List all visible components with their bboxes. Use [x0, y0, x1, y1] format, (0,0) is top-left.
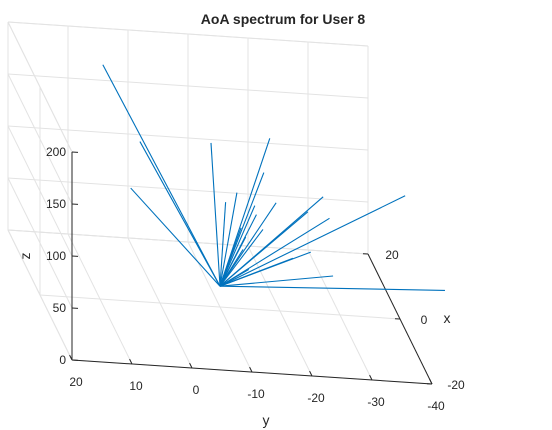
z-gridline-back — [7, 229, 369, 255]
y-tick-label: 10 — [129, 379, 143, 393]
z-gridline-back — [7, 125, 369, 151]
ray-17 — [219, 202, 277, 287]
ray-14 — [219, 205, 256, 287]
axis-layer — [69, 151, 433, 385]
y-tick-label: -10 — [247, 387, 265, 401]
y-tick — [309, 370, 313, 377]
z-gridline-side — [7, 21, 73, 153]
z-gridline-back — [7, 177, 369, 203]
y-tick-label: 20 — [69, 375, 83, 389]
y-axis-label: y — [263, 412, 270, 428]
ray-4 — [210, 142, 221, 287]
ray-7 — [219, 192, 238, 287]
ray-13 — [219, 229, 264, 287]
ray-18 — [219, 251, 311, 287]
x-tick-label: 0 — [421, 313, 428, 327]
x-tick-label: 20 — [385, 248, 399, 262]
y-tick — [129, 358, 133, 365]
ray-series — [102, 64, 445, 291]
ray-21 — [219, 196, 324, 287]
y-tick — [369, 374, 373, 381]
y-tick — [429, 378, 433, 385]
z-gridline-side — [7, 229, 73, 361]
z-tick-label: 100 — [46, 249, 66, 263]
z-tick-label: 150 — [46, 197, 66, 211]
ray-3 — [130, 187, 221, 287]
z-tick-label: 50 — [53, 301, 67, 315]
y-tick-label: -40 — [427, 399, 445, 413]
y-tick — [69, 354, 73, 361]
ray-22 — [219, 217, 330, 287]
y-tick-label: -20 — [307, 391, 325, 405]
y-tick — [189, 362, 193, 369]
y-tick-label: 0 — [193, 383, 200, 397]
z-gridline-back — [7, 73, 369, 99]
ray-8 — [219, 138, 271, 287]
z-gridline-side — [7, 73, 73, 205]
y-tick-label: -30 — [367, 395, 385, 409]
ray-11 — [219, 172, 265, 287]
ray-19 — [219, 275, 334, 287]
z-gridline-back — [7, 21, 369, 47]
ray-24 — [219, 236, 247, 287]
ray-5 — [219, 202, 227, 287]
ray-2 — [139, 141, 221, 287]
z-axis-label: z — [17, 253, 33, 260]
z-tick-label: 0 — [59, 353, 66, 367]
chart-title: AoA spectrum for User 8 — [201, 11, 366, 27]
ray-1 — [102, 64, 221, 287]
x-gridline-floor — [39, 294, 401, 320]
ray-23 — [219, 195, 406, 287]
x-tick-label: -20 — [447, 378, 465, 392]
x-axis-label: x — [444, 310, 451, 326]
z-gridline-side — [7, 125, 73, 257]
z-tick-label: 200 — [46, 145, 66, 159]
ray-20 — [219, 285, 445, 291]
z-gridline-side — [7, 177, 73, 309]
y-tick — [249, 366, 253, 373]
